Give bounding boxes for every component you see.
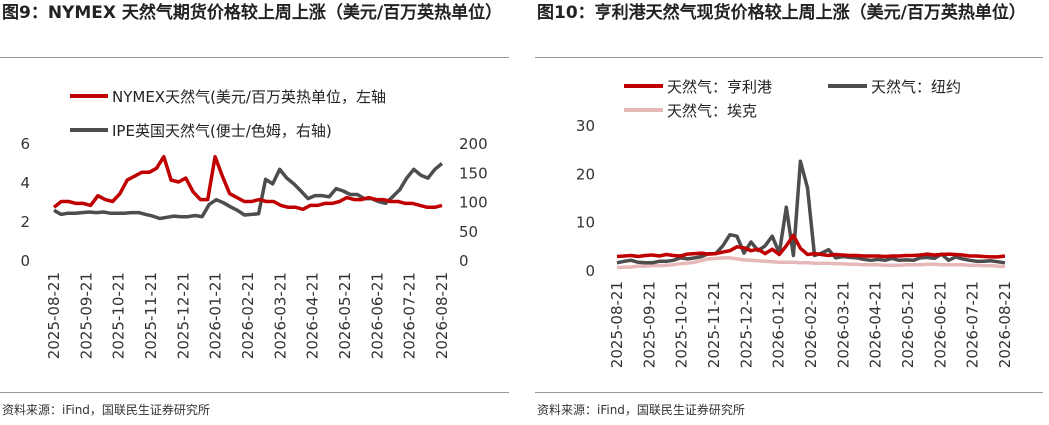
source-note: 资料来源：iFind，国联民生证券研究所 <box>537 403 745 417</box>
x-tick-label: 2026-02-21 <box>802 281 820 368</box>
chart-panel-nymex: 图9：NYMEX 天然气期货价格较上周上涨（美元/百万英热单位） 0 2 4 6 0 50… <box>0 0 515 425</box>
y-right-tick-label: 200 <box>459 135 488 153</box>
legend-label-ipe: IPE英国天然气(便士/色姆，右轴) <box>112 122 332 140</box>
x-tick-label: 2026-05-21 <box>899 281 917 368</box>
series-line-eco <box>616 256 1006 270</box>
y-left-tick-label: 6 <box>20 135 30 153</box>
x-tick-label: 2025-11-21 <box>705 281 723 368</box>
source-note: 资料来源：iFind，国联民生证券研究所 <box>2 403 210 417</box>
x-tick-label: 2025-09-21 <box>77 272 95 359</box>
x-tick-label: 2025-10-21 <box>110 272 128 359</box>
x-tick-label: 2026-03-21 <box>271 272 289 359</box>
y-tick-label: 20 <box>576 165 595 183</box>
chart-nymex-ipe: 0 2 4 6 0 50 100 150 200 2025-08-21 2025-09-21 2025… <box>20 88 488 359</box>
x-tick-label: 2025-08-21 <box>608 281 626 368</box>
figure-title: 图10：亨利港天然气现货价格较上周上涨（美元/百万英热单位） <box>537 3 1026 23</box>
source-divider <box>535 392 1043 393</box>
x-tick-label: 2025-08-21 <box>45 272 63 359</box>
legend-label-nymex: NYMEX天然气(美元/百万英热单位，左轴 <box>112 88 386 106</box>
x-tick-label: 2026-06-21 <box>931 281 949 368</box>
x-tick-label: 2026-04-21 <box>304 272 322 359</box>
legend-label-eco: 天然气：埃克 <box>667 102 757 120</box>
y-right-tick-label: 150 <box>459 164 488 182</box>
y-tick-label: 10 <box>576 214 595 232</box>
x-tick-label: 2026-04-21 <box>867 281 885 368</box>
x-tick-label: 2025-11-21 <box>142 272 160 359</box>
legend-label-new-york: 天然气：纽约 <box>871 78 961 96</box>
x-tick-label: 2026-08-21 <box>433 272 451 359</box>
y-left-tick-label: 0 <box>20 252 30 270</box>
legend-label-henry-hub: 天然气：亨利港 <box>667 78 772 96</box>
x-tick-label: 2026-05-21 <box>336 272 354 359</box>
x-tick-label: 2026-08-21 <box>996 281 1014 368</box>
y-left-tick-label: 4 <box>20 174 30 192</box>
y-right-tick-label: 50 <box>459 223 478 241</box>
x-tick-label: 2025-12-21 <box>737 281 755 368</box>
series-line-nymex <box>52 154 443 212</box>
x-tick-label: 2026-07-21 <box>401 272 419 359</box>
x-tick-label: 2025-12-21 <box>174 272 192 359</box>
y-right-tick-label: 0 <box>459 252 469 270</box>
series-line-new-york <box>616 159 1006 265</box>
x-tick-label: 2026-07-21 <box>964 281 982 368</box>
x-tick-label: 2026-01-21 <box>770 281 788 368</box>
chart-panel-henry-hub: 图10：亨利港天然气现货价格较上周上涨（美元/百万英热单位） 0 10 20 30 20… <box>535 0 1049 425</box>
x-tick-label: 2026-03-21 <box>834 281 852 368</box>
title-divider <box>0 57 509 58</box>
source-divider <box>0 392 509 393</box>
x-tick-label: 2026-01-21 <box>207 272 225 359</box>
x-tick-label: 2025-09-21 <box>640 281 658 368</box>
title-divider <box>535 57 1043 58</box>
figure-title: 图9：NYMEX 天然气期货价格较上周上涨（美元/百万英热单位） <box>2 3 503 23</box>
y-tick-label: 0 <box>585 262 595 280</box>
y-left-tick-label: 2 <box>20 213 30 231</box>
series-line-ipe <box>53 162 444 221</box>
x-tick-label: 2025-10-21 <box>673 281 691 368</box>
x-tick-label: 2026-06-21 <box>368 272 386 359</box>
x-tick-label: 2026-02-21 <box>239 272 257 359</box>
chart-henry-hub-spot: 0 10 20 30 2025-08-21 2025-09-21 2025-10-21 202… <box>576 78 1014 368</box>
y-right-tick-label: 100 <box>459 194 488 212</box>
y-tick-label: 30 <box>576 117 595 135</box>
series-line-henry-hub <box>616 233 1006 259</box>
